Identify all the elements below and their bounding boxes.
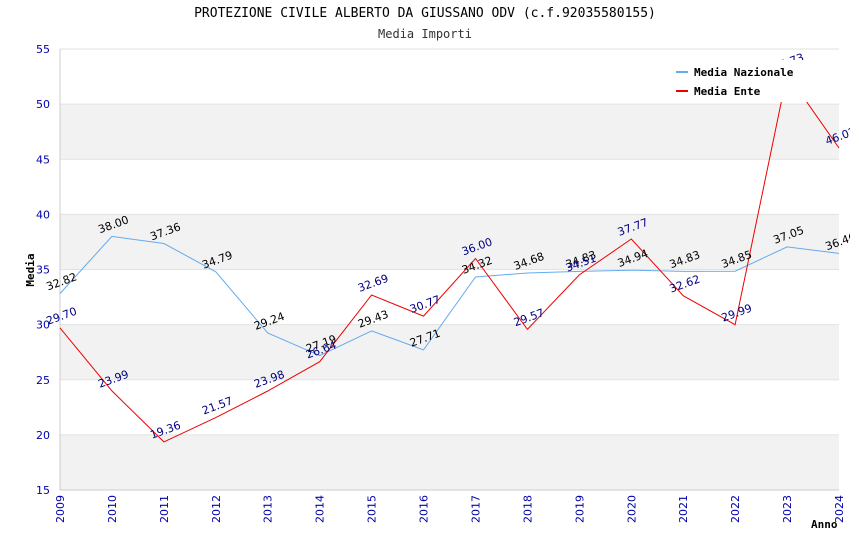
- series-line: [59, 72, 840, 443]
- x-tick-label: 2023: [781, 495, 794, 523]
- data-label: 32.69: [356, 272, 390, 295]
- axes: [59, 49, 839, 491]
- data-label: 21.57: [200, 394, 234, 417]
- y-tick-label: 30: [36, 319, 50, 332]
- y-ticks: 15 20 25 30 35 40 45 50 55: [36, 43, 50, 497]
- grid-band: [60, 214, 839, 270]
- x-tick-label: 2024: [833, 495, 846, 523]
- y-axis-title: Media: [24, 253, 37, 286]
- data-label: 29.99: [720, 302, 754, 325]
- y-tick-label: 40: [36, 208, 50, 221]
- chart-subtitle: Media Importi: [378, 27, 472, 41]
- x-tick-label: 2011: [158, 495, 171, 523]
- grid-band: [60, 324, 839, 380]
- x-tick-label: 2012: [210, 495, 223, 523]
- x-tick-label: 2015: [366, 495, 379, 523]
- y-tick-label: 25: [36, 374, 50, 387]
- y-tick-label: 50: [36, 98, 50, 111]
- legend-entry: Media Nazionale: [694, 66, 794, 79]
- legend-box: [670, 60, 808, 102]
- x-tick-label: 2021: [677, 495, 690, 523]
- legend-entry: Media Ente: [694, 85, 761, 98]
- data-label: 32.62: [668, 273, 702, 296]
- x-tick-label: 2019: [573, 495, 586, 523]
- x-axis-title: Anno: [811, 518, 838, 531]
- x-tick-label: 2020: [625, 495, 638, 523]
- y-tick-label: 55: [36, 43, 50, 56]
- x-tick-label: 2009: [54, 495, 67, 523]
- x-tick-label: 2017: [469, 495, 482, 523]
- series-line: [59, 235, 840, 357]
- x-ticks: 2009 2010 2011 2012 2013 2014 2015 2016 2017 2018…: [54, 495, 846, 523]
- y-tick-label: 20: [36, 429, 50, 442]
- x-tick-label: 2010: [106, 495, 119, 523]
- chart-title: PROTEZIONE CIVILE ALBERTO DA GIUSSANO OD…: [194, 6, 656, 21]
- data-label: 30.77: [408, 293, 442, 316]
- grid-bands: [60, 48, 839, 491]
- y-tick-label: 15: [36, 484, 50, 497]
- y-tick-label: 35: [36, 264, 50, 277]
- grid-band: [60, 434, 839, 490]
- x-tick-label: 2013: [262, 495, 275, 523]
- legend: Media Nazionale Media Ente: [670, 60, 808, 102]
- x-tick-label: 2022: [729, 495, 742, 523]
- x-tick-label: 2016: [418, 495, 431, 523]
- series-lines: [59, 72, 840, 443]
- x-tick-label: 2014: [314, 495, 327, 523]
- grid-band: [60, 104, 839, 160]
- x-tick-label: 2018: [521, 495, 534, 523]
- y-tick-label: 45: [36, 153, 50, 166]
